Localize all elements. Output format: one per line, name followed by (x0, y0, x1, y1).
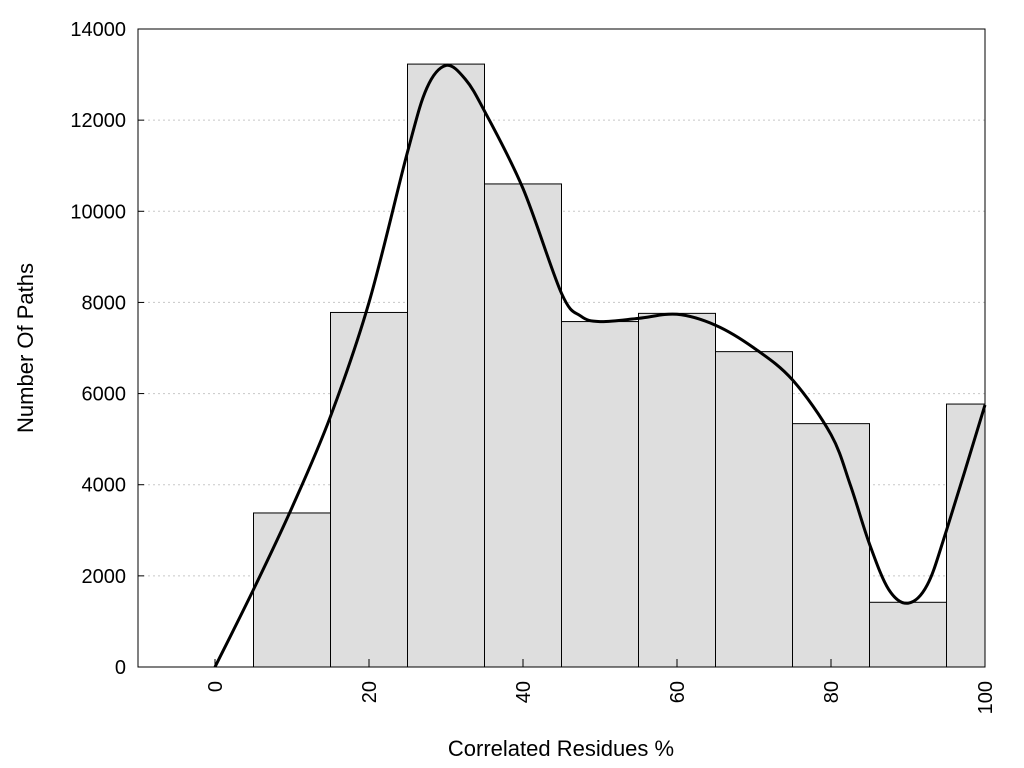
x-tick-label: 0 (205, 681, 227, 692)
y-axis-ticks: 0 2000 4000 6000 8000 10000 12000 14000 (70, 19, 144, 679)
x-tick-label: 60 (667, 681, 689, 703)
y-tick-label: 10000 (70, 201, 126, 223)
plot-frame (137, 28, 986, 668)
x-tick-label: 40 (513, 681, 535, 703)
histogram-bar (561, 321, 639, 668)
histogram-bar (869, 601, 947, 668)
histogram-bar (253, 512, 331, 668)
y-tick-label: 8000 (82, 292, 127, 314)
x-tick-label: 80 (821, 681, 843, 703)
y-tick-label: 14000 (70, 19, 126, 41)
histogram-bar (792, 423, 870, 668)
x-axis-title: Correlated Residues % (448, 736, 674, 761)
x-tick-label: 20 (359, 681, 381, 703)
y-tick-label: 6000 (82, 384, 127, 406)
histogram-bar (484, 183, 562, 668)
histogram-bar (715, 351, 793, 668)
bars (253, 63, 986, 668)
histogram-bar (946, 403, 986, 668)
histogram-bar (407, 63, 485, 668)
y-axis-title: Number Of Paths (13, 263, 38, 433)
x-tick-label: 100 (975, 681, 997, 714)
y-tick-label: 4000 (82, 475, 127, 497)
histogram-bar (638, 312, 716, 668)
y-tick-label: 12000 (70, 110, 126, 132)
histogram-bar (330, 311, 408, 668)
trend-curve (213, 63, 987, 668)
y-tick-label: 2000 (82, 566, 127, 588)
y-tick-label: 0 (115, 657, 126, 679)
x-axis-ticks: 0 20 40 60 80 100 (205, 659, 997, 714)
